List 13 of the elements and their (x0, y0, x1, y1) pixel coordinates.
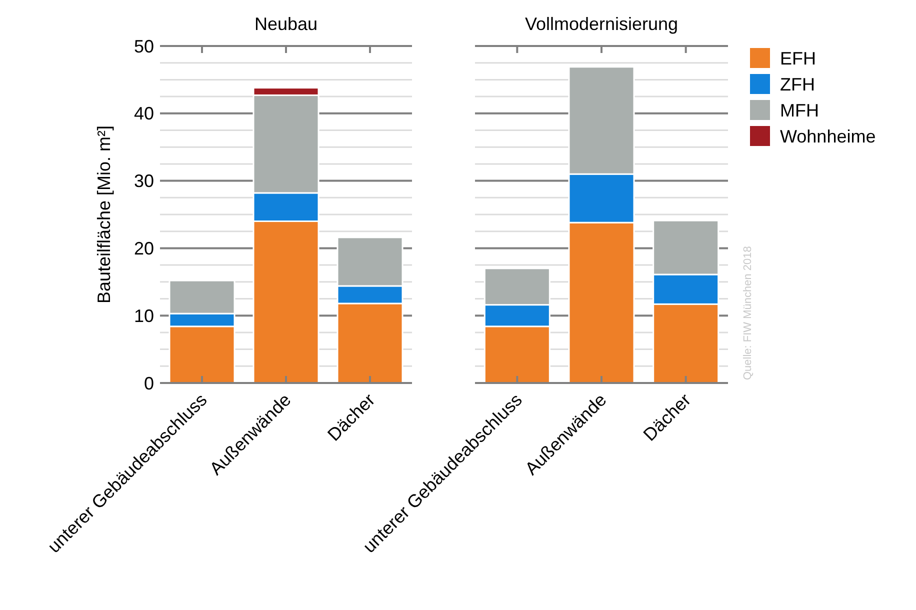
y-tick-label: 10 (134, 306, 154, 326)
chart-title: Neubau (254, 14, 318, 34)
y-tick-label: 40 (134, 104, 154, 124)
chart-title: Vollmodernisierung (524, 14, 678, 34)
y-axis-title: Bauteilfläche [Mio. m²] (94, 125, 114, 304)
y-tick-label: 20 (134, 238, 154, 258)
y-tick-label: 50 (134, 36, 154, 56)
legend-label: Wohnheime (780, 126, 876, 146)
y-tick-label: 0 (144, 373, 154, 394)
legend-label: EFH (780, 48, 816, 68)
y-tick-label: 30 (134, 171, 154, 192)
legend-label: MFH (780, 100, 819, 120)
legend-label: ZFH (780, 74, 815, 94)
